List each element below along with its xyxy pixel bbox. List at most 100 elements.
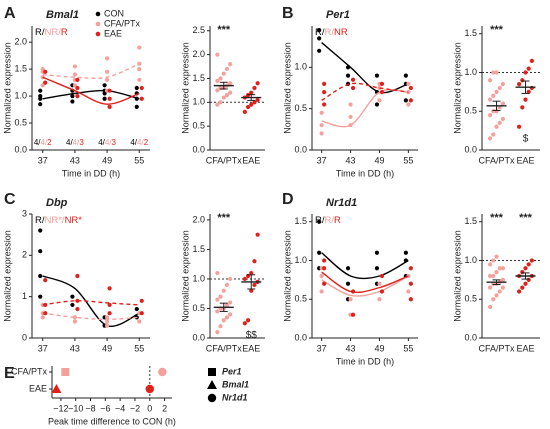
data-point — [322, 102, 327, 107]
x-tick-label: 2 — [162, 403, 167, 413]
data-point — [104, 319, 110, 324]
data-point — [104, 69, 110, 74]
fit-curve — [321, 271, 409, 294]
data-point — [72, 83, 78, 88]
data-point — [38, 294, 43, 299]
data-point — [520, 105, 525, 110]
y-tick-label: 0.0 — [294, 332, 307, 342]
data-point — [500, 101, 505, 106]
n-part: 4/ — [41, 138, 48, 147]
data-point — [408, 85, 413, 91]
data-point — [70, 93, 75, 99]
legend-marker — [207, 393, 217, 403]
data-point — [488, 97, 493, 102]
data-point — [228, 276, 233, 282]
data-point — [104, 77, 110, 83]
y-tick-label: 2 — [22, 250, 27, 260]
data-point — [345, 65, 351, 70]
x-tick-label: EAE — [242, 155, 260, 165]
data-point — [523, 97, 528, 102]
data-point — [107, 302, 112, 308]
data-point — [215, 78, 220, 83]
y-axis-label: Normalized expression — [452, 42, 462, 134]
data-point — [104, 315, 110, 320]
data-point — [500, 277, 505, 282]
data-point — [406, 102, 411, 107]
y-tick-label: 1.0 — [294, 255, 307, 265]
n-label: 4/4/3 — [98, 138, 116, 147]
x-tick-label: 37 — [38, 155, 48, 165]
annotation-part: NR*/ — [45, 215, 65, 226]
data-point — [494, 70, 499, 75]
legend-label: Nr1d1 — [222, 392, 248, 402]
data-point — [523, 266, 528, 271]
y-tick-label: 0.0 — [192, 332, 205, 342]
data-point — [215, 297, 220, 302]
data-point — [72, 315, 78, 320]
y-tick-label: 1.0 — [192, 97, 205, 107]
data-point — [221, 71, 226, 76]
significance: *** — [490, 212, 504, 224]
data-point — [350, 312, 356, 317]
annotation-part: R/ — [35, 215, 45, 226]
data-point — [228, 62, 233, 67]
data-point — [249, 90, 254, 95]
data-point — [491, 93, 496, 98]
data-point — [497, 85, 502, 91]
data-point — [377, 98, 382, 103]
data-point — [255, 97, 260, 103]
data-point — [526, 262, 531, 267]
data-point — [107, 96, 112, 101]
data-point — [488, 136, 493, 141]
data-point — [348, 123, 353, 128]
data-point — [228, 90, 233, 95]
data-point — [377, 297, 382, 302]
fit-curve — [321, 42, 409, 94]
data-point — [488, 285, 493, 290]
data-point — [317, 36, 322, 41]
data-point — [102, 96, 107, 101]
data-point — [319, 123, 324, 128]
data-point — [38, 249, 43, 254]
x-tick-label: EAE — [516, 155, 534, 165]
data-point — [494, 293, 499, 298]
data-point — [408, 297, 413, 302]
data-point — [319, 289, 324, 294]
data-point — [252, 282, 257, 287]
n-part: 4/ — [66, 138, 73, 147]
fit-curve — [42, 76, 140, 105]
data-point — [403, 98, 408, 103]
n-part: 4/ — [137, 138, 144, 147]
x-tick-label: 49 — [374, 343, 384, 353]
data-point — [249, 270, 254, 276]
annotation-part: NR* — [65, 215, 83, 226]
annotation-part: R/ — [35, 27, 45, 38]
data-point — [72, 72, 78, 77]
data-point — [497, 289, 502, 294]
data-point — [345, 266, 351, 271]
significance-vs-cfa: $ — [523, 133, 529, 144]
y-tick-label: 0.0 — [464, 144, 477, 154]
panel-letter: B — [282, 5, 294, 22]
significance: *** — [519, 212, 533, 224]
data-point — [491, 273, 496, 279]
data-point — [500, 116, 505, 122]
y-tick-label: 2.5 — [192, 25, 205, 35]
data-point — [317, 250, 322, 255]
data-point — [72, 319, 78, 324]
annotation-part: R/ — [325, 27, 335, 38]
data-point — [408, 98, 413, 103]
data-point — [255, 232, 260, 237]
data-point — [377, 85, 382, 91]
rhythm-annotation: R/NR*/NR* — [35, 215, 82, 226]
data-point — [403, 258, 408, 263]
n-part: 2 — [144, 138, 149, 147]
data-point — [43, 302, 48, 308]
x-tick-label: EAE — [242, 343, 260, 353]
data-point — [40, 67, 45, 72]
gene-title: Dbp — [46, 197, 68, 209]
data-point — [379, 90, 385, 95]
gene-title: Bmal1 — [46, 9, 79, 21]
data-point — [75, 77, 80, 83]
